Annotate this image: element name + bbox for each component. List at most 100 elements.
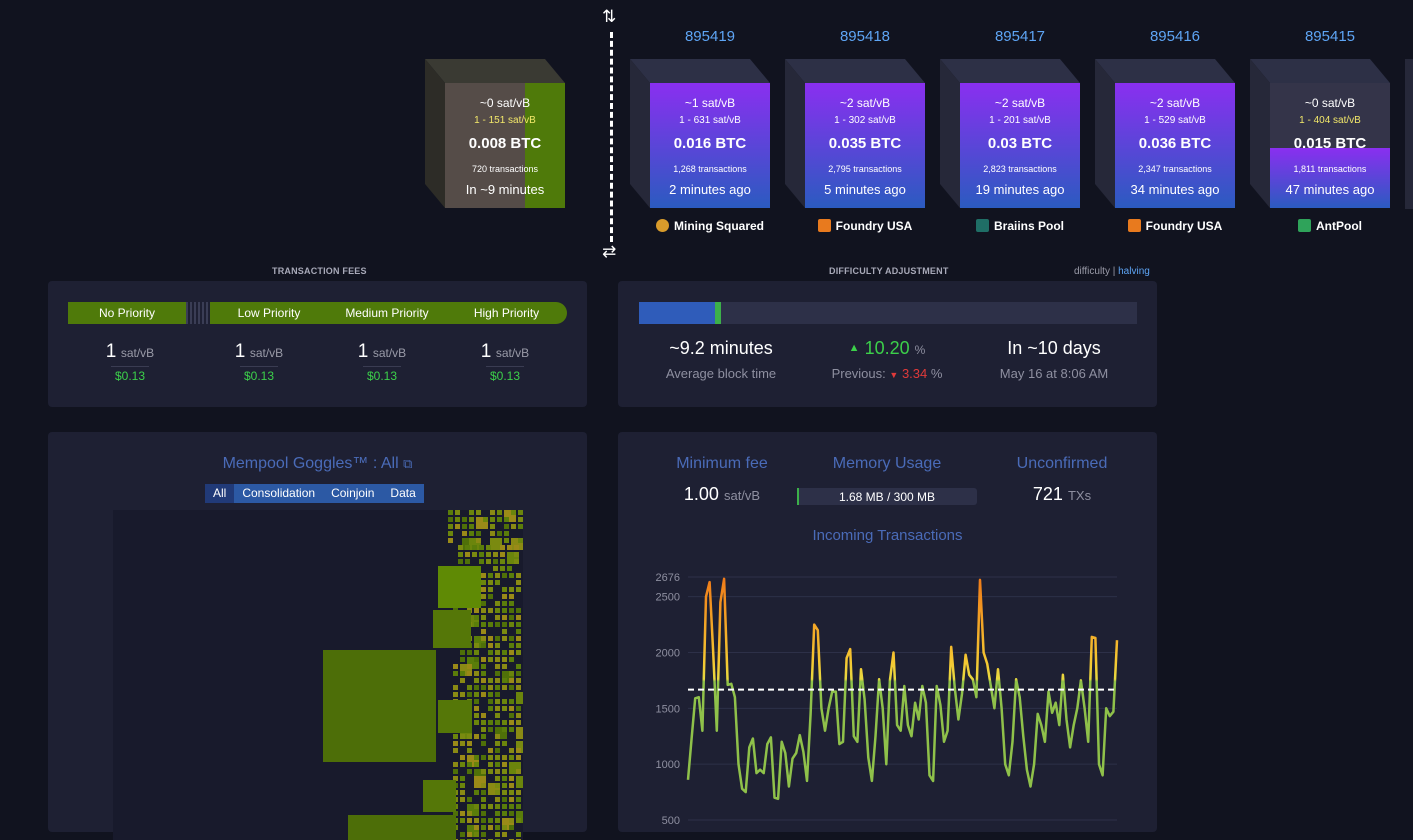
block-0[interactable]: 895419 ~1 sat/vB 1 - 631 sat/vB 0.016 BT… <box>630 28 790 233</box>
block-height[interactable]: 895417 <box>994 28 1046 45</box>
partial-block[interactable] <box>1405 59 1413 209</box>
tx-square <box>460 755 465 760</box>
halving-link[interactable]: halving <box>1118 266 1150 277</box>
tx-square <box>495 734 500 739</box>
block-total-fees: 0.008 BTC <box>468 135 542 152</box>
tx-square-large <box>433 610 471 648</box>
external-link-icon[interactable]: ⧉ <box>403 456 413 471</box>
swap-horizontal-icon[interactable]: ⇄ <box>602 242 617 261</box>
tx-square <box>495 671 500 676</box>
block-height[interactable]: 895418 <box>839 28 891 45</box>
difficulty-eta-date: May 16 at 8:06 AM <box>999 366 1109 381</box>
tx-square <box>514 552 519 557</box>
block-3[interactable]: 895416 ~2 sat/vB 1 - 529 sat/vB 0.036 BT… <box>1095 28 1255 233</box>
block-time: 19 minutes ago <box>975 182 1065 197</box>
tx-square <box>509 678 514 683</box>
incoming-tx-series <box>686 577 1119 801</box>
tx-square <box>467 832 472 837</box>
tx-square <box>481 783 486 788</box>
memory-usage-bar: 1.68 MB / 300 MB <box>797 488 977 505</box>
tx-square <box>474 657 479 662</box>
tx-square <box>455 510 460 515</box>
block-pool[interactable]: Foundry USA <box>785 219 945 233</box>
block-median-fee: ~2 sat/vB <box>1149 96 1201 110</box>
tx-square <box>516 643 521 648</box>
pending-block[interactable]: ~0 sat/vB 1 - 151 sat/vB 0.008 BTC 720 t… <box>425 59 585 209</box>
tx-square <box>474 650 479 655</box>
avg-block-time-label: Average block time <box>665 366 777 381</box>
tx-square <box>502 825 507 830</box>
tx-square <box>488 622 493 627</box>
tx-square <box>509 776 514 781</box>
tx-square <box>509 573 514 578</box>
difficulty-change-unit: % <box>914 343 926 357</box>
fee-seg-medium-priority: Medium Priority <box>328 302 446 324</box>
block-pool[interactable]: Mining Squared <box>630 219 790 233</box>
tx-square <box>516 622 521 627</box>
tab-coinjoin[interactable]: Coinjoin <box>323 484 383 503</box>
block-pool[interactable]: AntPool <box>1250 219 1410 233</box>
difficulty-link[interactable]: difficulty <box>1074 266 1110 277</box>
tx-square <box>486 545 491 550</box>
block-eta: In ~9 minutes <box>465 182 545 197</box>
tx-square <box>453 734 458 739</box>
block-4[interactable]: 895415 ~0 sat/vB 1 - 404 sat/vB 0.015 BT… <box>1250 28 1410 233</box>
block-height[interactable]: 895419 <box>684 28 736 45</box>
tx-square <box>448 531 453 536</box>
tx-square <box>502 804 507 809</box>
tx-square <box>474 706 479 711</box>
tx-square <box>516 804 521 809</box>
block-2[interactable]: 895417 ~2 sat/vB 1 - 201 sat/vB 0.03 BTC… <box>940 28 1100 233</box>
swap-vertical-icon[interactable]: ⇅ <box>602 7 617 26</box>
tx-square <box>502 755 507 760</box>
tx-square <box>481 664 486 669</box>
tx-square <box>460 678 465 683</box>
tx-square <box>500 559 505 564</box>
tx-square <box>509 783 514 788</box>
block-height[interactable]: 895415 <box>1304 28 1356 45</box>
tx-square <box>474 615 479 620</box>
tx-square <box>502 727 507 732</box>
tx-square <box>495 678 500 683</box>
incoming-transactions-chart[interactable]: 500 1000 1500 2000 2500 2676 <box>618 562 1157 832</box>
tab-data[interactable]: Data <box>382 484 424 503</box>
tx-square <box>469 531 474 536</box>
block-side-face <box>1095 59 1115 208</box>
pool-name: Foundry USA <box>835 219 913 233</box>
block-pool[interactable]: Braiins Pool <box>940 219 1100 233</box>
tx-square <box>481 573 486 578</box>
fee-estimate-1: 1 sat/vB $0.13 <box>209 341 309 385</box>
tx-square <box>495 580 500 585</box>
tx-square <box>509 615 514 620</box>
tx-square <box>488 699 493 704</box>
tab-consolidation[interactable]: Consolidation <box>234 484 324 503</box>
tab-all[interactable]: All <box>205 484 235 503</box>
tx-square-large <box>348 815 456 840</box>
tx-square <box>481 643 486 648</box>
tx-square <box>502 573 507 578</box>
tx-square <box>495 832 500 837</box>
fee-gap <box>186 302 210 324</box>
block-1[interactable]: 895418 ~2 sat/vB 1 - 302 sat/vB 0.035 BT… <box>785 28 945 233</box>
block-side-face <box>940 59 960 208</box>
previous-value: 3.34 <box>901 366 928 381</box>
tx-square <box>509 608 514 613</box>
tx-square <box>495 748 500 753</box>
fee-estimate-2: 1 sat/vB $0.13 <box>332 341 432 385</box>
tx-square <box>488 636 493 641</box>
tx-square <box>495 762 500 767</box>
tx-square <box>516 713 521 718</box>
tx-square <box>469 524 474 529</box>
tx-square <box>497 531 502 536</box>
block-pool[interactable]: Foundry USA <box>1095 219 1255 233</box>
tx-square <box>474 811 479 816</box>
mempool-block-visualization[interactable] <box>113 510 523 840</box>
tx-square <box>516 685 521 690</box>
block-height[interactable]: 895416 <box>1149 28 1201 45</box>
block-tx-count: 720 transactions <box>471 164 539 174</box>
block-fee-range: 1 - 529 sat/vB <box>1144 115 1206 126</box>
tx-square <box>481 811 486 816</box>
tx-square <box>476 538 481 543</box>
goggles-title[interactable]: Mempool Goggles™ : All ⧉ <box>48 455 587 473</box>
unconfirmed-label: Unconfirmed <box>1016 455 1108 472</box>
